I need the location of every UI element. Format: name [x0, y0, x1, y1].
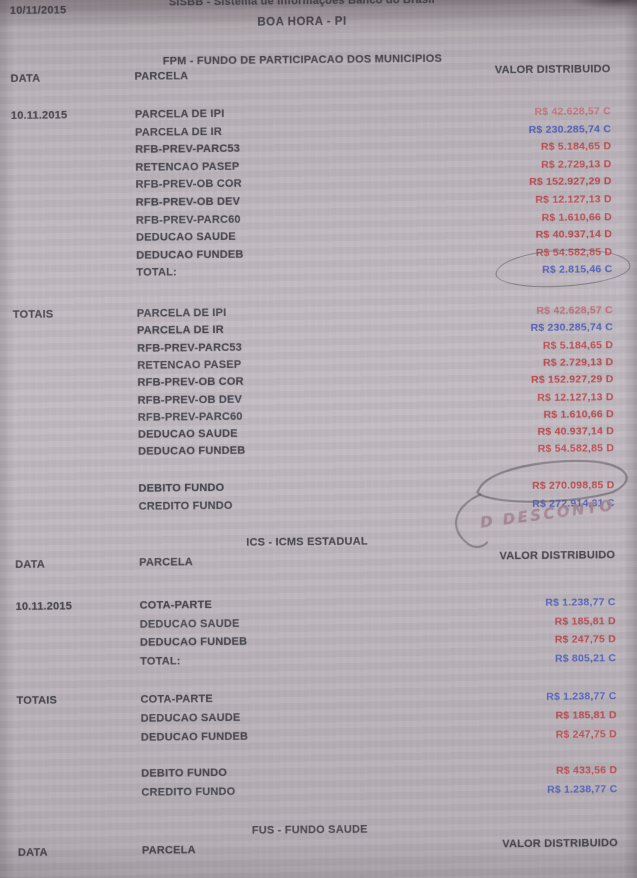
parcel-label: RFB-PREV-OB COR — [137, 375, 244, 389]
column-header-parcela: PARCELA — [141, 844, 196, 857]
column-header-parcela: PARCELA — [134, 70, 189, 83]
parcel-label: DEDUCAO FUNDEB — [138, 444, 246, 458]
value-amount: R$ 40.937,14 D — [535, 228, 613, 241]
parcel-label: DEDUCAO SAUDE — [140, 711, 241, 725]
column-header-valor: VALOR DISTRIBUIDO — [499, 549, 616, 563]
parcel-label: PARCELA DE IPI — [136, 306, 227, 320]
parcel-label: DEDUCAO SAUDE — [136, 230, 236, 244]
parcel-label: PARCELA DE IR — [136, 323, 224, 337]
parcel-label: DEDUCAO SAUDE — [137, 427, 238, 441]
entity-name: BOA HORA - PI — [257, 15, 347, 29]
parcel-label: DEDUCAO FUNDEB — [140, 730, 249, 744]
row-group-date-label: 10.11.2015 — [15, 600, 73, 613]
value-amount: R$ 12.127,13 D — [535, 193, 612, 206]
parcel-label: DEBITO FUNDO — [141, 766, 228, 780]
value-amount: R$ 1.610,66 D — [543, 408, 614, 421]
value-amount: R$ 230.285,74 C — [528, 123, 612, 136]
parcel-label: RETENCAO PASEP — [135, 160, 240, 174]
value-amount: R$ 2.729,13 D — [541, 158, 612, 171]
value-amount: R$ 270.098,85 D — [531, 479, 615, 492]
parcel-label: CREDITO FUNDO — [141, 785, 236, 799]
value-amount: R$ 247,75 D — [554, 633, 616, 646]
column-header-valor: VALOR DISTRIBUIDO — [502, 837, 618, 851]
value-amount: R$ 805,21 C — [554, 652, 617, 665]
system-title: SISBB - Sistema de Informações Banco do … — [168, 0, 435, 9]
parcel-label: RFB-PREV-OB DEV — [137, 393, 243, 407]
column-header-valor: VALOR DISTRIBUIDO — [494, 63, 611, 77]
value-amount: R$ 2.729,13 D — [542, 356, 614, 369]
value-amount: R$ 247,75 D — [555, 728, 617, 741]
parcel-label: RETENCAO PASEP — [137, 358, 242, 372]
section-title-ics: ICS - ICMS ESTADUAL — [246, 535, 368, 549]
row-group-date-label: TOTAIS — [12, 308, 54, 321]
parcel-label: DEDUCAO FUNDEB — [136, 248, 244, 262]
value-amount: R$ 152.927,29 D — [530, 373, 614, 386]
column-header-data: DATA — [15, 558, 45, 571]
parcel-label: TOTAL: — [140, 655, 181, 668]
row-group-date-label: TOTAIS — [16, 694, 58, 707]
parcel-label: RFB-PREV-OB COR — [135, 177, 242, 191]
parcel-label: CREDITO FUNDO — [138, 499, 233, 513]
parcel-label: DEBITO FUNDO — [138, 481, 225, 495]
value-amount: R$ 2.815,46 C — [542, 263, 613, 276]
parcel-label: DEDUCAO SAUDE — [139, 617, 240, 631]
value-amount: R$ 230.285,74 C — [530, 321, 613, 334]
section-title-fus: FUS - FUNDO SAUDE — [251, 823, 368, 837]
parcel-label: RFB-PREV-PARC53 — [135, 142, 241, 156]
value-amount: R$ 54.582,85 D — [537, 442, 615, 455]
value-amount: R$ 42.628,57 C — [534, 105, 611, 118]
value-amount: R$ 1.238,77 C — [546, 690, 617, 703]
parcel-label: RFB-PREV-OB DEV — [135, 195, 241, 209]
column-header-data: DATA — [10, 72, 41, 85]
parcel-label: PARCELA DE IR — [134, 125, 223, 139]
value-amount: R$ 433,56 D — [555, 764, 618, 777]
parcel-label: DEDUCAO FUNDEB — [139, 635, 248, 649]
value-amount: R$ 54.582,85 D — [535, 246, 613, 259]
parcel-label: PARCELA DE IPI — [134, 107, 225, 121]
parcel-label: RFB-PREV-PARC60 — [137, 410, 243, 424]
row-group-date-label: 10.11.2015 — [10, 109, 68, 122]
value-amount: R$ 42.628,57 C — [536, 304, 613, 317]
parcel-label: COTA-PARTE — [140, 693, 214, 706]
value-amount: R$ 5.184,65 D — [540, 140, 612, 153]
parcel-label: COTA-PARTE — [139, 599, 213, 612]
parcel-label: TOTAL: — [136, 266, 177, 279]
value-amount: R$ 1.610,66 D — [541, 211, 612, 224]
parcel-label: RFB-PREV-PARC60 — [135, 213, 241, 227]
value-amount: R$ 1.238,77 C — [545, 596, 616, 609]
value-amount: R$ 152.927,29 D — [529, 175, 612, 188]
value-amount: R$ 5.184,65 D — [542, 339, 614, 352]
column-header-parcela: PARCELA — [139, 556, 194, 569]
value-amount: R$ 1.238,77 C — [547, 783, 618, 796]
value-amount: R$ 185,81 D — [554, 615, 616, 628]
parcel-label: RFB-PREV-PARC53 — [137, 341, 243, 355]
value-amount: R$ 12.127,13 D — [537, 391, 614, 404]
value-amount: R$ 185,81 D — [555, 709, 617, 722]
value-amount: R$ 40.937,14 D — [537, 425, 614, 438]
column-header-data: DATA — [17, 846, 48, 859]
